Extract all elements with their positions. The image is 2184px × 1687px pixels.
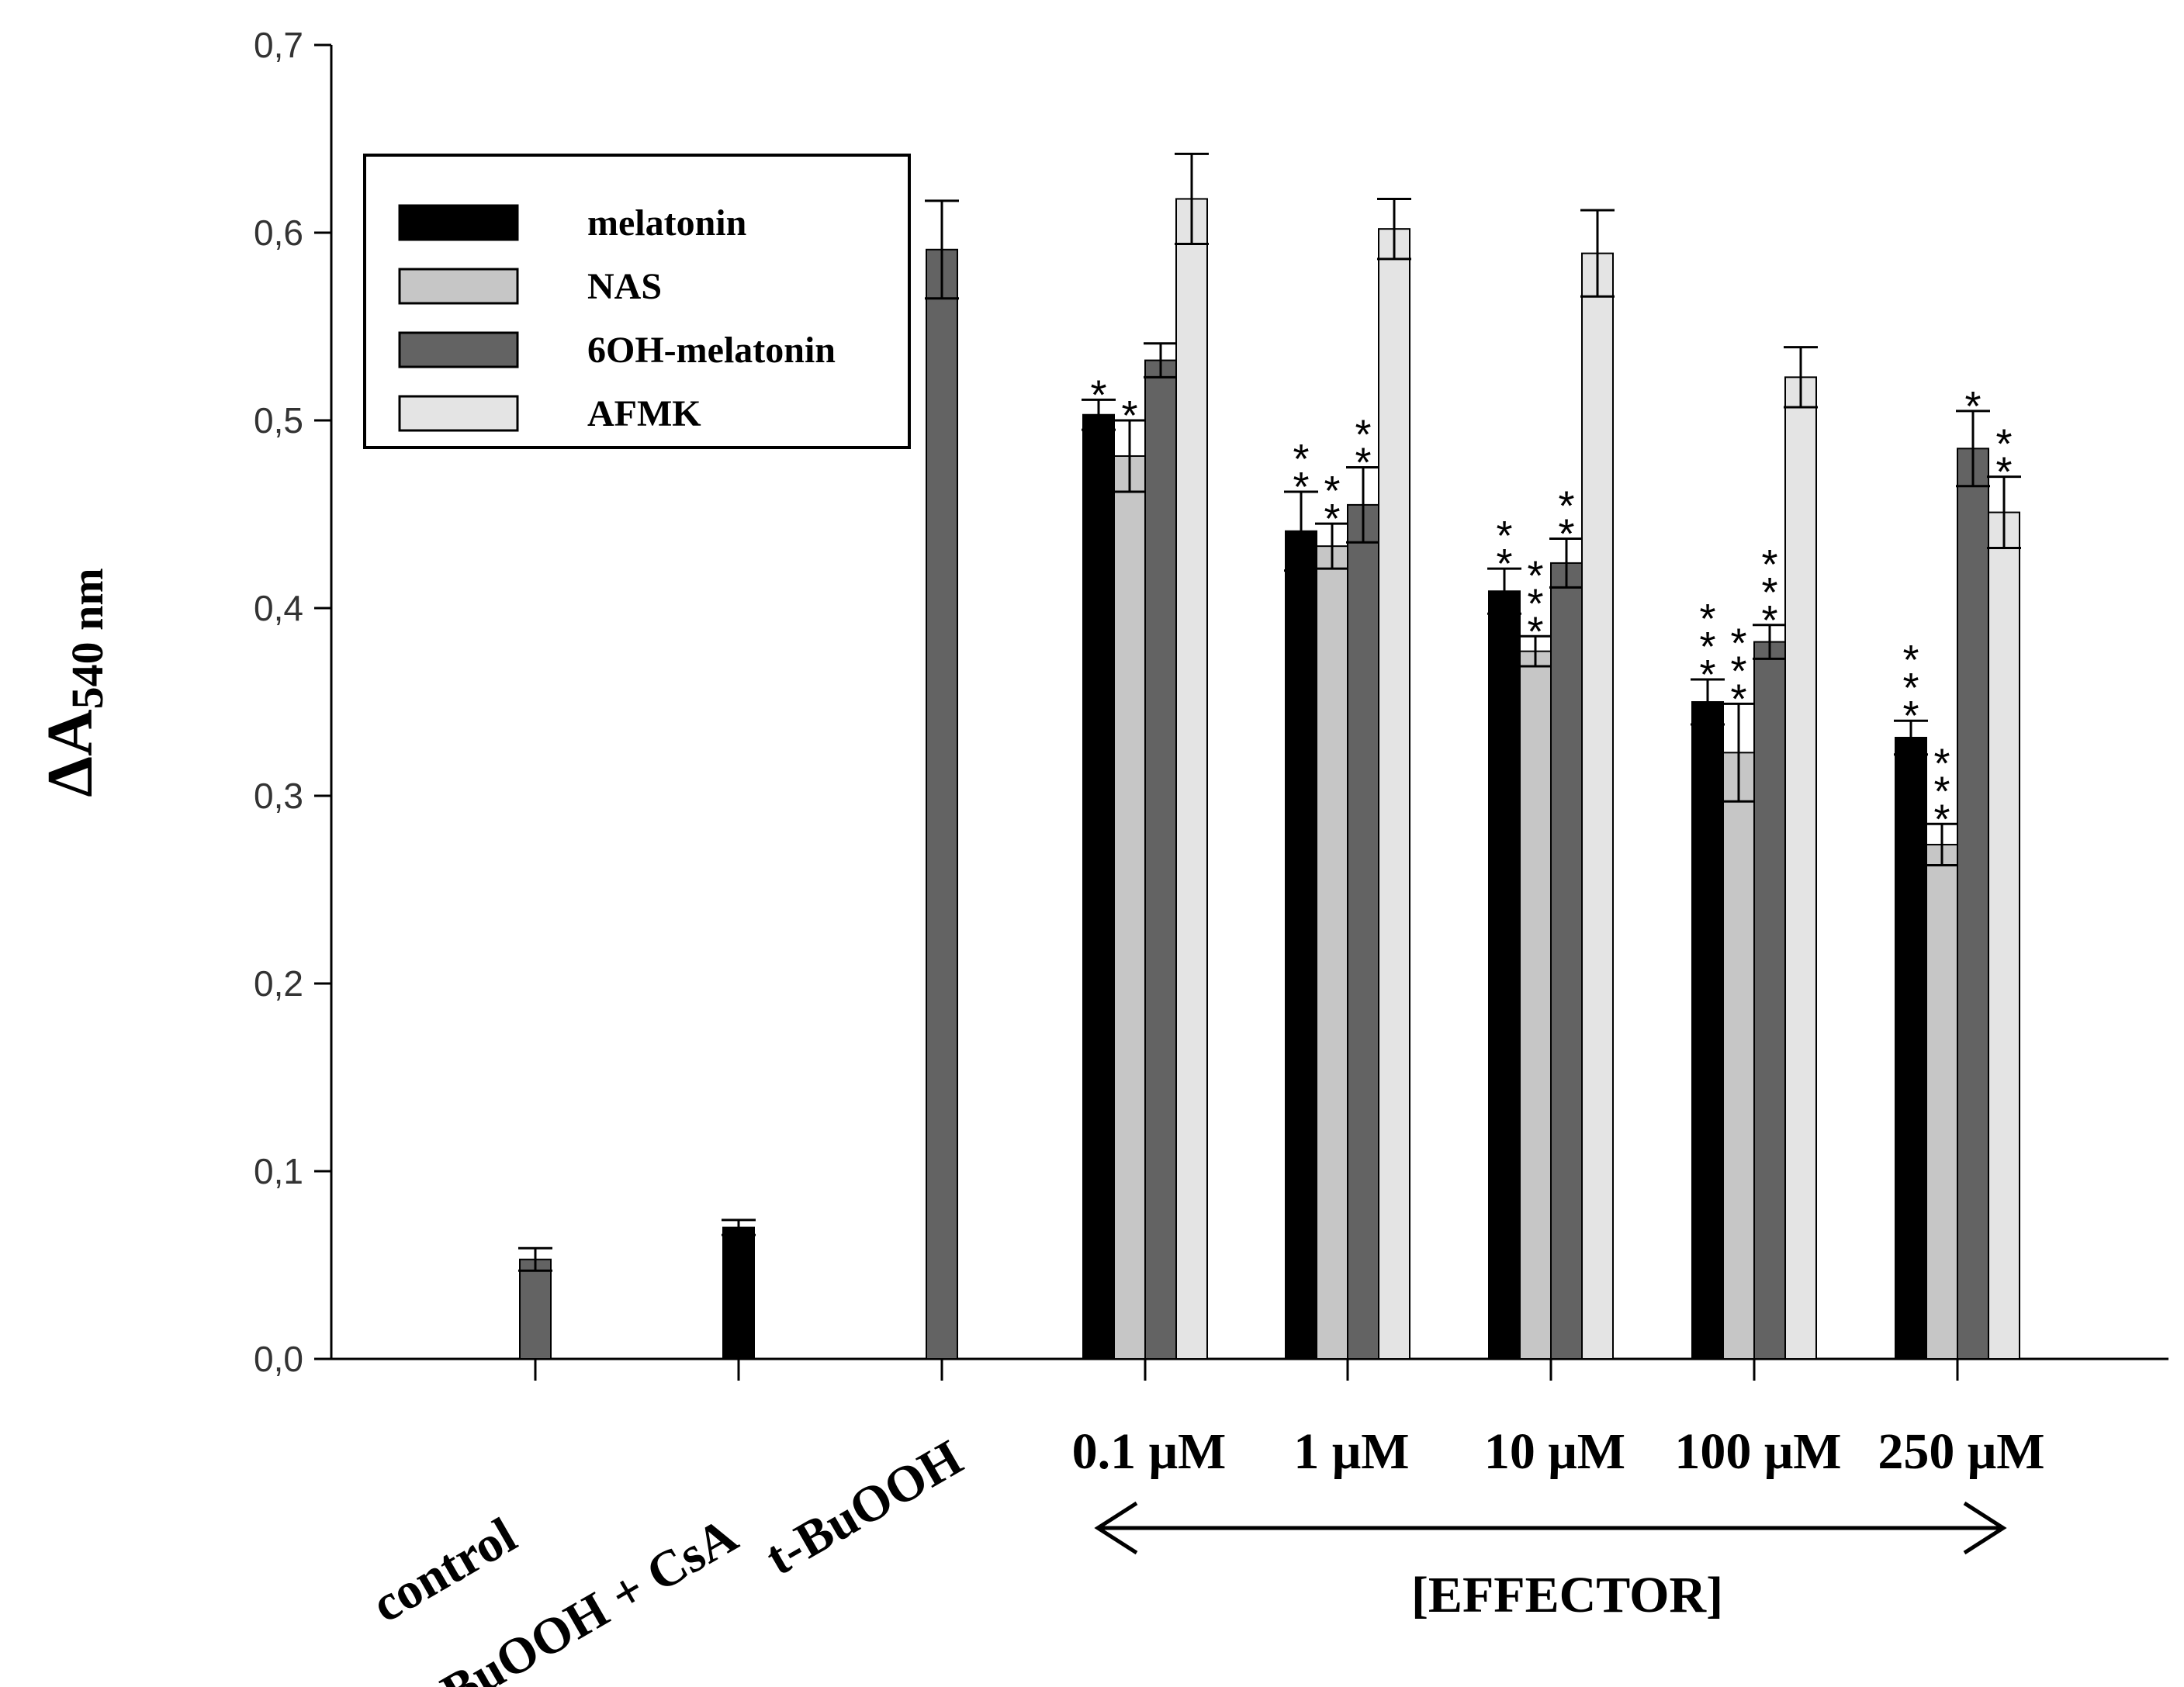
bar	[1784, 376, 1817, 1360]
significance-star: *	[1090, 372, 1106, 418]
bar	[1581, 252, 1614, 1360]
significance-star: *	[1902, 665, 1919, 711]
significance-star: *	[1699, 652, 1715, 698]
bar	[519, 1258, 552, 1360]
bar	[1488, 590, 1521, 1360]
y-axis-title-subscript: 540 nm	[62, 568, 112, 709]
significance-star: *	[1699, 624, 1715, 670]
significance-star: *	[1730, 676, 1746, 722]
bar	[1722, 752, 1755, 1360]
bar	[1957, 448, 1989, 1360]
significance-star: *	[1761, 569, 1777, 616]
bar	[1316, 545, 1348, 1360]
y-axis-title: ΔA540 nm	[34, 568, 112, 797]
x-category-label: 10 μM	[1484, 1423, 1625, 1480]
y-tick-label: 0,4	[254, 588, 303, 628]
y-tick-label: 0,3	[254, 776, 303, 816]
effector-arrow	[1094, 1501, 2007, 1555]
bar	[1753, 641, 1786, 1360]
bar	[1519, 650, 1552, 1360]
x-category-label: control	[362, 1507, 525, 1633]
legend: melatonin NAS 6OH-melatonin AFMK	[363, 154, 911, 449]
bar	[1988, 511, 2020, 1360]
y-tick-label: 0,0	[254, 1339, 303, 1379]
x-category-label: 0.1 μM	[1072, 1423, 1227, 1480]
bar	[1926, 843, 1958, 1360]
y-axis-title-main: ΔA	[34, 709, 106, 797]
y-tick-label: 0,2	[254, 963, 303, 1004]
significance-star: *	[1496, 541, 1512, 587]
y-tick-label: 0,1	[254, 1151, 303, 1191]
significance-star: *	[1761, 597, 1777, 644]
bar	[1347, 503, 1379, 1360]
significance-star: *	[1902, 693, 1919, 739]
bar	[1113, 455, 1146, 1360]
legend-label-melatonin: melatonin	[587, 202, 746, 244]
significance-star: *	[1527, 580, 1543, 627]
significance-star: *	[1699, 596, 1715, 642]
significance-star: *	[1902, 637, 1919, 683]
significance-star: *	[1496, 513, 1512, 559]
bar	[1378, 228, 1410, 1360]
significance-star: *	[1933, 740, 1950, 786]
y-tick-label: 0,6	[254, 213, 303, 253]
significance-star: *	[1933, 768, 1950, 814]
significance-star: *	[1355, 440, 1371, 486]
significance-star: *	[1995, 421, 2012, 468]
significance-star: *	[1293, 436, 1309, 482]
significance-star: *	[1558, 482, 1574, 529]
legend-label-AFMK: AFMK	[587, 393, 701, 434]
significance-star: *	[1730, 620, 1746, 666]
significance-star: *	[1933, 796, 1950, 842]
significance-star: *	[1355, 412, 1371, 458]
significance-star: *	[1527, 608, 1543, 655]
bar	[1285, 530, 1317, 1360]
bars-layer: *********************************	[518, 152, 2021, 1360]
legend-swatch-melatonin	[398, 204, 519, 241]
x-category-label: 250 μM	[1878, 1423, 2044, 1480]
legend-swatch-6OH-melatonin	[398, 331, 519, 368]
bar	[1895, 736, 1927, 1360]
x-category-label: 1 μM	[1293, 1423, 1409, 1480]
significance-star: *	[1293, 464, 1309, 510]
y-tick-label: 0,5	[254, 400, 303, 441]
effector-label: [EFFECTOR]	[1411, 1567, 1723, 1623]
legend-swatch-AFMK	[398, 395, 519, 432]
bar	[926, 248, 958, 1360]
bar	[1550, 562, 1583, 1360]
significance-star: *	[1324, 468, 1340, 514]
bar	[1175, 198, 1208, 1360]
bar	[1144, 359, 1177, 1360]
significance-star: *	[1558, 510, 1574, 557]
legend-swatch-NAS	[398, 268, 519, 305]
bar	[722, 1226, 755, 1360]
bar	[1082, 413, 1115, 1360]
x-category-label: t-BuOOH	[756, 1429, 972, 1587]
y-tick-label: 0,7	[254, 25, 303, 65]
significance-star: *	[1964, 383, 1981, 430]
legend-label-6OH-melatonin: 6OH-melatonin	[587, 330, 836, 371]
significance-star: *	[1324, 496, 1340, 542]
legend-label-NAS: NAS	[587, 266, 662, 307]
x-category-label: 100 μM	[1674, 1423, 1841, 1480]
bar	[1691, 701, 1724, 1360]
significance-star: *	[1761, 541, 1777, 588]
significance-star: *	[1730, 648, 1746, 694]
significance-star: *	[1995, 449, 2012, 496]
significance-star: *	[1121, 392, 1137, 439]
significance-star: *	[1527, 552, 1543, 599]
